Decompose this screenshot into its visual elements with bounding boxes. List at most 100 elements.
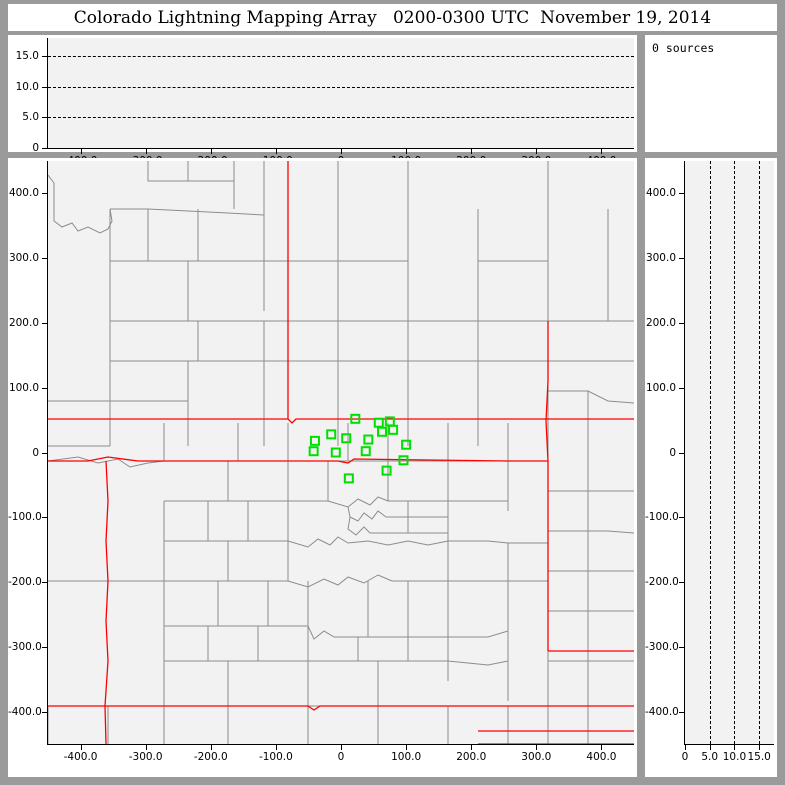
- ytick-label-300.0: 300.0: [645, 252, 676, 265]
- ytick-10.0: [42, 86, 47, 88]
- xtick-label--400.0: -400.0: [63, 751, 98, 763]
- xtick-label-200.0: 200.0: [456, 751, 487, 763]
- xtick-10.0: [734, 745, 736, 750]
- ytick-200.0: [42, 322, 47, 324]
- toppanel-x-axis-line: [47, 148, 634, 149]
- ytick-0: [42, 452, 47, 454]
- lightning-source-marker: [330, 447, 341, 458]
- east-west-projection-plot-area[interactable]: [685, 161, 774, 744]
- gridline-x-5.0: [709, 161, 711, 744]
- lightning-source-marker: [363, 434, 374, 445]
- ytick-label-200.0: 200.0: [645, 316, 676, 329]
- ytick-label--200.0: -200.0: [8, 576, 42, 589]
- ytick--400.0: [42, 711, 47, 713]
- ytick-0: [42, 148, 47, 149]
- source-markers-layer: [308, 413, 412, 484]
- ytick--200.0: [679, 582, 684, 584]
- mappanel-y-axis-line: [47, 161, 48, 745]
- lightning-source-marker: [388, 424, 399, 435]
- ytick-label-5.0: 5.0: [22, 111, 39, 124]
- ytick-100.0: [679, 387, 684, 389]
- ytick-label--400.0: -400.0: [645, 705, 679, 718]
- east-west-projection-panel[interactable]: 0 5.0 10.0 15.0 -400.0 -300.0 -200.0 -100.0 0 100…: [645, 158, 777, 777]
- plan-view-map-plot-area[interactable]: [48, 161, 634, 744]
- lightning-source-marker: [326, 429, 337, 440]
- ytick-100.0: [42, 387, 47, 389]
- xtick-label--300.0: -300.0: [128, 751, 163, 763]
- xtick--300.0: [145, 745, 147, 750]
- gridline-x-15.0: [759, 161, 761, 744]
- time-height-plot-area[interactable]: [48, 38, 634, 148]
- ytick-label--100.0: -100.0: [8, 511, 42, 524]
- xtick--200.0: [210, 149, 212, 154]
- window-title-bar: Colorado Lightning Mapping Array 0200-03…: [8, 4, 777, 31]
- xtick-label-400.0: 400.0: [586, 751, 617, 763]
- toppanel-y-axis-line: [47, 38, 48, 149]
- map-vector-layer: [48, 161, 634, 744]
- page-title: Colorado Lightning Mapping Array 0200-03…: [73, 7, 712, 28]
- xtick-0: [341, 745, 342, 750]
- xtick-0: [341, 149, 342, 154]
- lightning-source-marker: [401, 439, 412, 450]
- ytick-0: [679, 452, 684, 454]
- xtick-label-5.0: 5.0: [701, 751, 719, 763]
- xtick-400.0: [601, 149, 603, 154]
- ytick--100.0: [42, 517, 47, 519]
- ytick-label-0: 0: [32, 142, 39, 154]
- xtick--400.0: [80, 149, 82, 154]
- ytick-label-100.0: 100.0: [645, 381, 676, 394]
- lightning-source-marker: [308, 446, 319, 457]
- xtick-label-300.0: 300.0: [521, 751, 552, 763]
- time-height-panel[interactable]: -400.0-300.0-200.0-100.00100.0200.0300.0…: [8, 35, 637, 167]
- xtick-label-0: 0: [337, 751, 345, 763]
- mappanel-x-axis-line: [47, 744, 634, 745]
- xtick-400.0: [601, 745, 603, 750]
- ytick--100.0: [679, 517, 684, 519]
- lightning-source-marker: [377, 426, 388, 437]
- ytick-400.0: [679, 193, 684, 195]
- ytick-label-400.0: 400.0: [8, 187, 39, 200]
- source-count-panel: 0 sources: [645, 35, 777, 152]
- rightpanel-x-axis-line: [684, 744, 774, 745]
- ytick-label-10.0: 10.0: [15, 80, 39, 93]
- ytick-label--300.0: -300.0: [645, 640, 679, 653]
- ytick--300.0: [42, 646, 47, 648]
- xtick-5.0: [709, 745, 711, 750]
- lightning-source-marker: [360, 446, 371, 457]
- gridline-y-15.0: [48, 56, 634, 58]
- xtick--100.0: [275, 745, 277, 750]
- lightning-source-marker: [309, 435, 320, 446]
- ytick-label-15.0: 15.0: [15, 50, 39, 63]
- ytick-label-400.0: 400.0: [645, 187, 676, 200]
- source-count-label: 0 sources: [652, 41, 715, 55]
- xtick-label--100.0: -100.0: [258, 751, 293, 763]
- ytick--300.0: [679, 646, 684, 648]
- ytick-label--400.0: -400.0: [8, 705, 42, 718]
- xtick-200.0: [471, 745, 473, 750]
- gridline-y-5.0: [48, 117, 634, 119]
- xtick--100.0: [275, 149, 277, 154]
- xtick-15.0: [759, 745, 761, 750]
- gridline-x-10.0: [734, 161, 736, 744]
- ytick-15.0: [42, 56, 47, 58]
- lightning-source-marker: [341, 433, 352, 444]
- ytick--200.0: [42, 582, 47, 584]
- xtick-200.0: [471, 149, 473, 154]
- lightning-source-marker: [398, 455, 409, 466]
- state-boundaries: [48, 161, 634, 744]
- rightpanel-y-axis-line: [684, 161, 685, 745]
- ytick-label-0: 0: [32, 446, 39, 459]
- xtick-label-10.0: 10.0: [722, 751, 747, 763]
- ytick-200.0: [679, 322, 684, 324]
- ytick-label-300.0: 300.0: [8, 252, 39, 265]
- xtick-300.0: [536, 745, 538, 750]
- plan-view-map-panel[interactable]: -400.0 -300.0 -200.0 -100.0 0 100.0 200.0 300.0…: [8, 158, 637, 777]
- ytick-300.0: [42, 258, 47, 260]
- xtick--300.0: [145, 149, 147, 154]
- county-boundaries: [48, 161, 634, 744]
- xtick--200.0: [210, 745, 212, 750]
- xtick-300.0: [536, 149, 538, 154]
- lightning-source-marker: [350, 413, 361, 424]
- xtick-100.0: [406, 745, 408, 750]
- xtick--400.0: [80, 745, 82, 750]
